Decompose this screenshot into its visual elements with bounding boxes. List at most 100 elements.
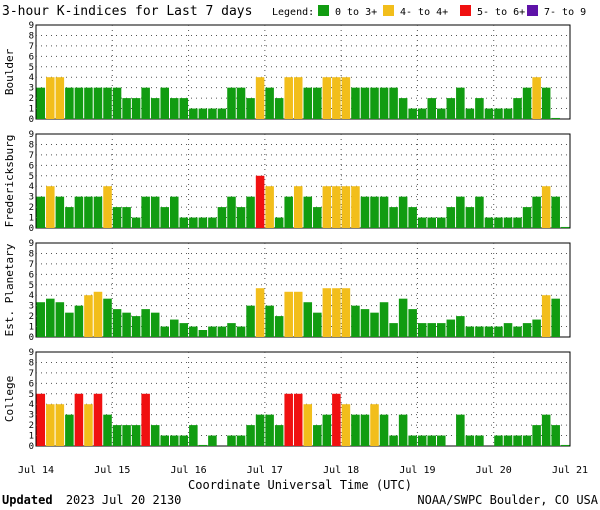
y-tick-label: 5 bbox=[29, 390, 34, 400]
updated-label: Updated bbox=[2, 493, 53, 507]
bar bbox=[437, 323, 446, 337]
bar bbox=[541, 414, 551, 446]
bar bbox=[112, 425, 122, 446]
bar bbox=[532, 196, 541, 228]
y-tick-label: 1 bbox=[29, 214, 34, 224]
bar bbox=[341, 288, 351, 337]
bar bbox=[293, 393, 303, 446]
bar bbox=[46, 298, 55, 337]
bar bbox=[370, 312, 379, 337]
bar bbox=[112, 207, 122, 228]
bar bbox=[484, 108, 494, 119]
legend-label: Legend: bbox=[272, 7, 314, 18]
bar bbox=[475, 326, 484, 337]
bar bbox=[475, 98, 484, 119]
bar bbox=[46, 404, 55, 446]
bar bbox=[189, 326, 198, 337]
y-tick-label: 9 bbox=[29, 21, 34, 31]
bar bbox=[446, 319, 456, 337]
bar bbox=[541, 87, 551, 119]
bar bbox=[332, 393, 341, 446]
y-tick-label: 0 bbox=[29, 115, 34, 125]
x-tick-label: Jul 16 bbox=[171, 465, 207, 476]
y-tick-label: 4 bbox=[29, 291, 34, 301]
bar bbox=[541, 295, 551, 337]
bar bbox=[379, 196, 389, 228]
bar bbox=[532, 425, 541, 446]
bar bbox=[456, 316, 465, 337]
y-tick-label: 2 bbox=[29, 421, 34, 431]
bar bbox=[503, 217, 513, 228]
bar bbox=[370, 196, 379, 228]
bar bbox=[379, 87, 389, 119]
bar bbox=[437, 108, 446, 119]
bar bbox=[227, 196, 236, 228]
bar bbox=[513, 98, 522, 119]
y-tick-label: 4 bbox=[29, 73, 34, 83]
bar bbox=[341, 77, 351, 119]
x-tick-label: Jul 20 bbox=[476, 465, 512, 476]
bar bbox=[293, 186, 303, 228]
y-tick-label: 7 bbox=[29, 151, 34, 161]
legend-swatch-3 bbox=[460, 5, 471, 16]
y-tick-label: 8 bbox=[29, 31, 34, 41]
bar bbox=[122, 98, 131, 119]
bar bbox=[255, 288, 265, 337]
bar bbox=[160, 87, 169, 119]
y-tick-label: 6 bbox=[29, 161, 34, 171]
bar bbox=[274, 425, 284, 446]
panel-frame bbox=[35, 133, 571, 229]
bar bbox=[236, 326, 246, 337]
y-tick-label: 9 bbox=[29, 348, 34, 358]
bar bbox=[103, 186, 112, 228]
x-axis-label: Coordinate Universal Time (UTC) bbox=[188, 478, 412, 492]
bar bbox=[55, 196, 65, 228]
bar bbox=[131, 425, 141, 446]
bar bbox=[74, 196, 84, 228]
bar bbox=[360, 196, 370, 228]
bar bbox=[246, 98, 255, 119]
bar bbox=[84, 196, 93, 228]
bar bbox=[503, 323, 513, 337]
bar bbox=[93, 393, 103, 446]
bar bbox=[74, 305, 84, 337]
bar bbox=[150, 425, 160, 446]
bar bbox=[217, 326, 227, 337]
bar bbox=[398, 98, 408, 119]
bar bbox=[236, 87, 246, 119]
bar bbox=[65, 207, 74, 228]
bar bbox=[456, 87, 465, 119]
y-tick-label: 7 bbox=[29, 260, 34, 270]
bar bbox=[131, 98, 141, 119]
bar bbox=[322, 288, 332, 337]
bar bbox=[160, 326, 169, 337]
y-tick-label: 3 bbox=[29, 193, 34, 203]
legend-item-label-4: 7- to 9 bbox=[544, 7, 586, 18]
bar bbox=[503, 108, 513, 119]
bar bbox=[408, 309, 417, 337]
y-tick-label: 3 bbox=[29, 302, 34, 312]
bar bbox=[170, 319, 179, 337]
panel-frame bbox=[35, 242, 571, 338]
updated-value: 2023 Jul 20 2130 bbox=[66, 493, 182, 507]
bar bbox=[131, 316, 141, 337]
bar bbox=[351, 87, 360, 119]
legend-item-label-2: 4- to 4+ bbox=[400, 7, 448, 18]
y-tick-label: 0 bbox=[29, 333, 34, 343]
bar bbox=[131, 217, 141, 228]
bar bbox=[236, 207, 246, 228]
bar bbox=[274, 316, 284, 337]
bar bbox=[551, 196, 560, 228]
legend-swatch-4 bbox=[527, 5, 538, 16]
bar bbox=[494, 435, 503, 446]
bar bbox=[427, 323, 436, 337]
y-tick-label: 8 bbox=[29, 249, 34, 259]
bar bbox=[179, 435, 189, 446]
x-axis-ticks: Jul 14 Jul 15 Jul 16 Jul 17 Jul 18 Jul 19 Jul … bbox=[18, 465, 588, 476]
panel-label: College bbox=[3, 376, 16, 422]
bar bbox=[141, 309, 150, 337]
bar bbox=[112, 87, 122, 119]
bar bbox=[427, 98, 436, 119]
